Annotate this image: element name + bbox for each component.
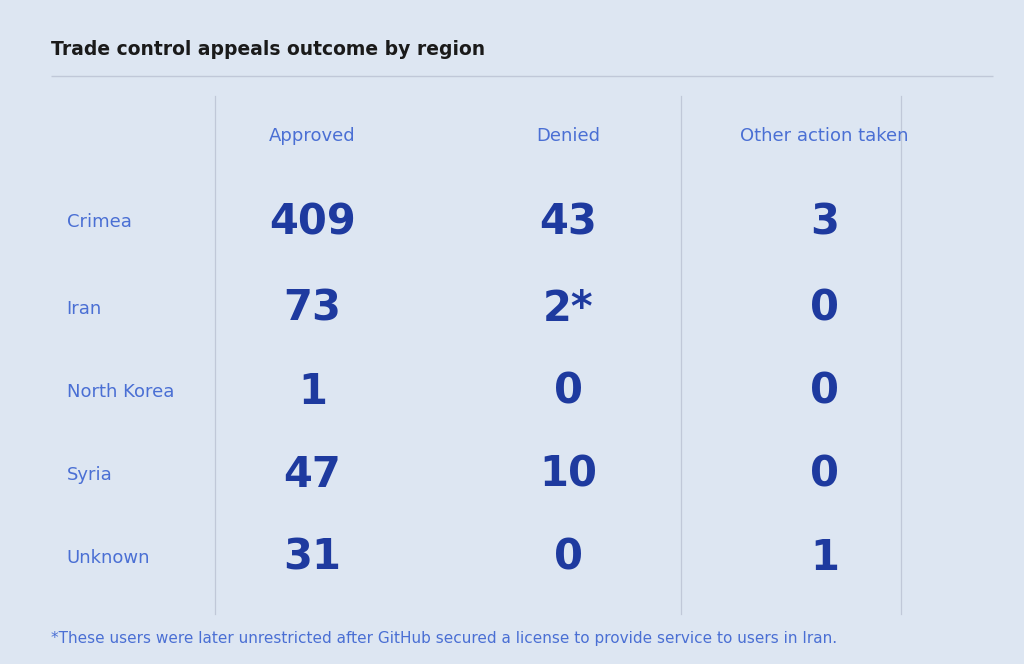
Text: 2*: 2* <box>543 288 594 330</box>
Text: 47: 47 <box>284 454 341 496</box>
Text: North Korea: North Korea <box>67 382 174 401</box>
Text: Denied: Denied <box>537 127 600 145</box>
Text: Approved: Approved <box>269 127 355 145</box>
Text: Trade control appeals outcome by region: Trade control appeals outcome by region <box>51 41 485 59</box>
Text: 1: 1 <box>810 537 839 579</box>
Text: 0: 0 <box>554 371 583 413</box>
Text: 31: 31 <box>284 537 341 579</box>
Text: Iran: Iran <box>67 299 101 318</box>
Text: Crimea: Crimea <box>67 213 131 232</box>
Text: 73: 73 <box>284 288 341 330</box>
Text: 43: 43 <box>540 201 597 244</box>
Text: 0: 0 <box>810 288 839 330</box>
Text: 1: 1 <box>298 371 327 413</box>
Text: Unknown: Unknown <box>67 548 151 567</box>
Text: Syria: Syria <box>67 465 113 484</box>
Text: 409: 409 <box>269 201 355 244</box>
Text: 0: 0 <box>810 371 839 413</box>
Text: Other action taken: Other action taken <box>740 127 908 145</box>
Text: 3: 3 <box>810 201 839 244</box>
Text: *These users were later unrestricted after GitHub secured a license to provide s: *These users were later unrestricted aft… <box>51 631 838 646</box>
Text: 10: 10 <box>540 454 597 496</box>
Text: 0: 0 <box>554 537 583 579</box>
Text: 0: 0 <box>810 454 839 496</box>
